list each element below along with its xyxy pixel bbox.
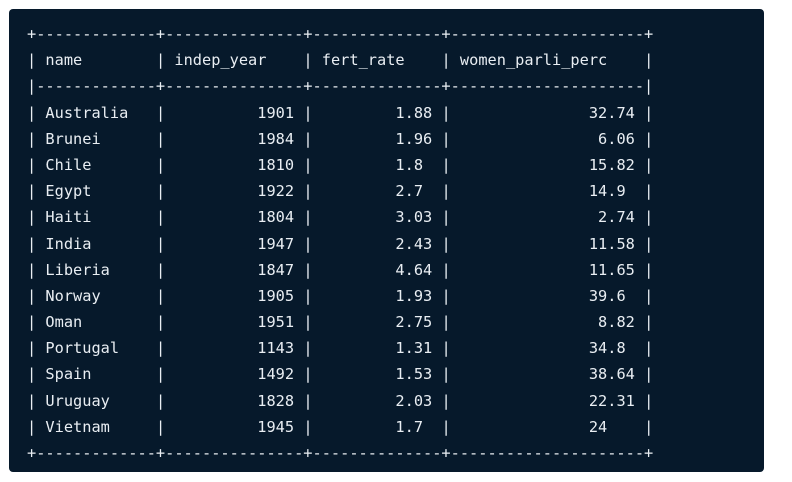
table-cell: 24	[450, 417, 645, 436]
table-cell: Norway	[36, 286, 156, 305]
table-top-border: +-------------+---------------+---------…	[27, 25, 654, 43]
table-cell: 1492	[165, 365, 304, 384]
table-cell: Oman	[36, 313, 156, 332]
table-cell: 1.96	[312, 129, 442, 148]
table-cell: 1905	[165, 286, 304, 305]
table-cell: 22.31	[450, 391, 645, 410]
table-cell: 1984	[165, 129, 304, 148]
table-cell: 1.93	[312, 286, 442, 305]
table-row: | Australia | 1901 | 1.88 | 32.74 |	[27, 103, 654, 122]
table-cell: indep_year	[165, 51, 304, 70]
table-row: | Chile | 1810 | 1.8 | 15.82 |	[27, 155, 654, 174]
table-cell: Haiti	[36, 208, 156, 227]
table-cell: 2.75	[312, 313, 442, 332]
table-cell: 1143	[165, 339, 304, 358]
table-cell: Australia	[36, 103, 156, 122]
table-cell: fert_rate	[312, 51, 442, 70]
table-cell: 11.65	[450, 260, 645, 279]
table-row: | Oman | 1951 | 2.75 | 8.82 |	[27, 313, 654, 332]
table-cell: 14.9	[450, 182, 645, 201]
table-cell: 2.43	[312, 234, 442, 253]
table-cell: 1945	[165, 417, 304, 436]
table-cell: Portugal	[36, 339, 156, 358]
table-row: | India | 1947 | 2.43 | 11.58 |	[27, 234, 654, 253]
table-cell: 4.64	[312, 260, 442, 279]
table-cell: 1922	[165, 182, 304, 201]
table-cell: 39.6	[450, 286, 645, 305]
table-row: | Uruguay | 1828 | 2.03 | 22.31 |	[27, 391, 654, 410]
table-cell: 1.31	[312, 339, 442, 358]
table-cell: 1.88	[312, 103, 442, 122]
table-cell: Brunei	[36, 129, 156, 148]
table-cell: 2.7	[312, 182, 442, 201]
table-row: | Haiti | 1804 | 3.03 | 2.74 |	[27, 208, 654, 227]
table-cell: India	[36, 234, 156, 253]
table-row: | Norway | 1905 | 1.93 | 39.6 |	[27, 286, 654, 305]
table-cell: 38.64	[450, 365, 645, 384]
table-row: | Egypt | 1922 | 2.7 | 14.9 |	[27, 182, 654, 201]
table-cell: 2.74	[450, 208, 645, 227]
table-bottom-border: +-------------+---------------+---------…	[27, 444, 654, 462]
table-cell: 1951	[165, 313, 304, 332]
table-header-separator: |-------------+---------------+---------…	[27, 77, 654, 96]
table-row: | Liberia | 1847 | 4.64 | 11.65 |	[27, 260, 654, 279]
table-cell: name	[36, 51, 156, 70]
table-cell: Spain	[36, 365, 156, 384]
table-cell: 1828	[165, 391, 304, 410]
table-cell: Egypt	[36, 182, 156, 201]
table-cell: Liberia	[36, 260, 156, 279]
query-output-block: +-------------+---------------+---------…	[9, 9, 764, 472]
table-cell: 8.82	[450, 313, 645, 332]
table-cell: 1.8	[312, 155, 442, 174]
table-cell: 1804	[165, 208, 304, 227]
table-cell: 1901	[165, 103, 304, 122]
table-cell: 2.03	[312, 391, 442, 410]
table-cell: 1810	[165, 155, 304, 174]
table-cell: 34.8	[450, 339, 645, 358]
table-cell: Uruguay	[36, 391, 156, 410]
table-cell: 1947	[165, 234, 304, 253]
table-cell: 11.58	[450, 234, 645, 253]
table-cell: Chile	[36, 155, 156, 174]
ascii-table: +-------------+---------------+---------…	[27, 21, 764, 466]
table-cell: 3.03	[312, 208, 442, 227]
table-cell: 1.7	[312, 417, 442, 436]
table-row: | Vietnam | 1945 | 1.7 | 24 |	[27, 417, 654, 436]
table-row: | Spain | 1492 | 1.53 | 38.64 |	[27, 365, 654, 384]
table-header-row: | name | indep_year | fert_rate | women_…	[27, 51, 654, 70]
table-cell: women_parli_perc	[450, 51, 645, 70]
table-cell: 1847	[165, 260, 304, 279]
table-row: | Brunei | 1984 | 1.96 | 6.06 |	[27, 129, 654, 148]
table-cell: Vietnam	[36, 417, 156, 436]
table-cell: 6.06	[450, 129, 645, 148]
table-cell: 1.53	[312, 365, 442, 384]
table-cell: 15.82	[450, 155, 645, 174]
table-row: | Portugal | 1143 | 1.31 | 34.8 |	[27, 339, 654, 358]
table-cell: 32.74	[450, 103, 645, 122]
